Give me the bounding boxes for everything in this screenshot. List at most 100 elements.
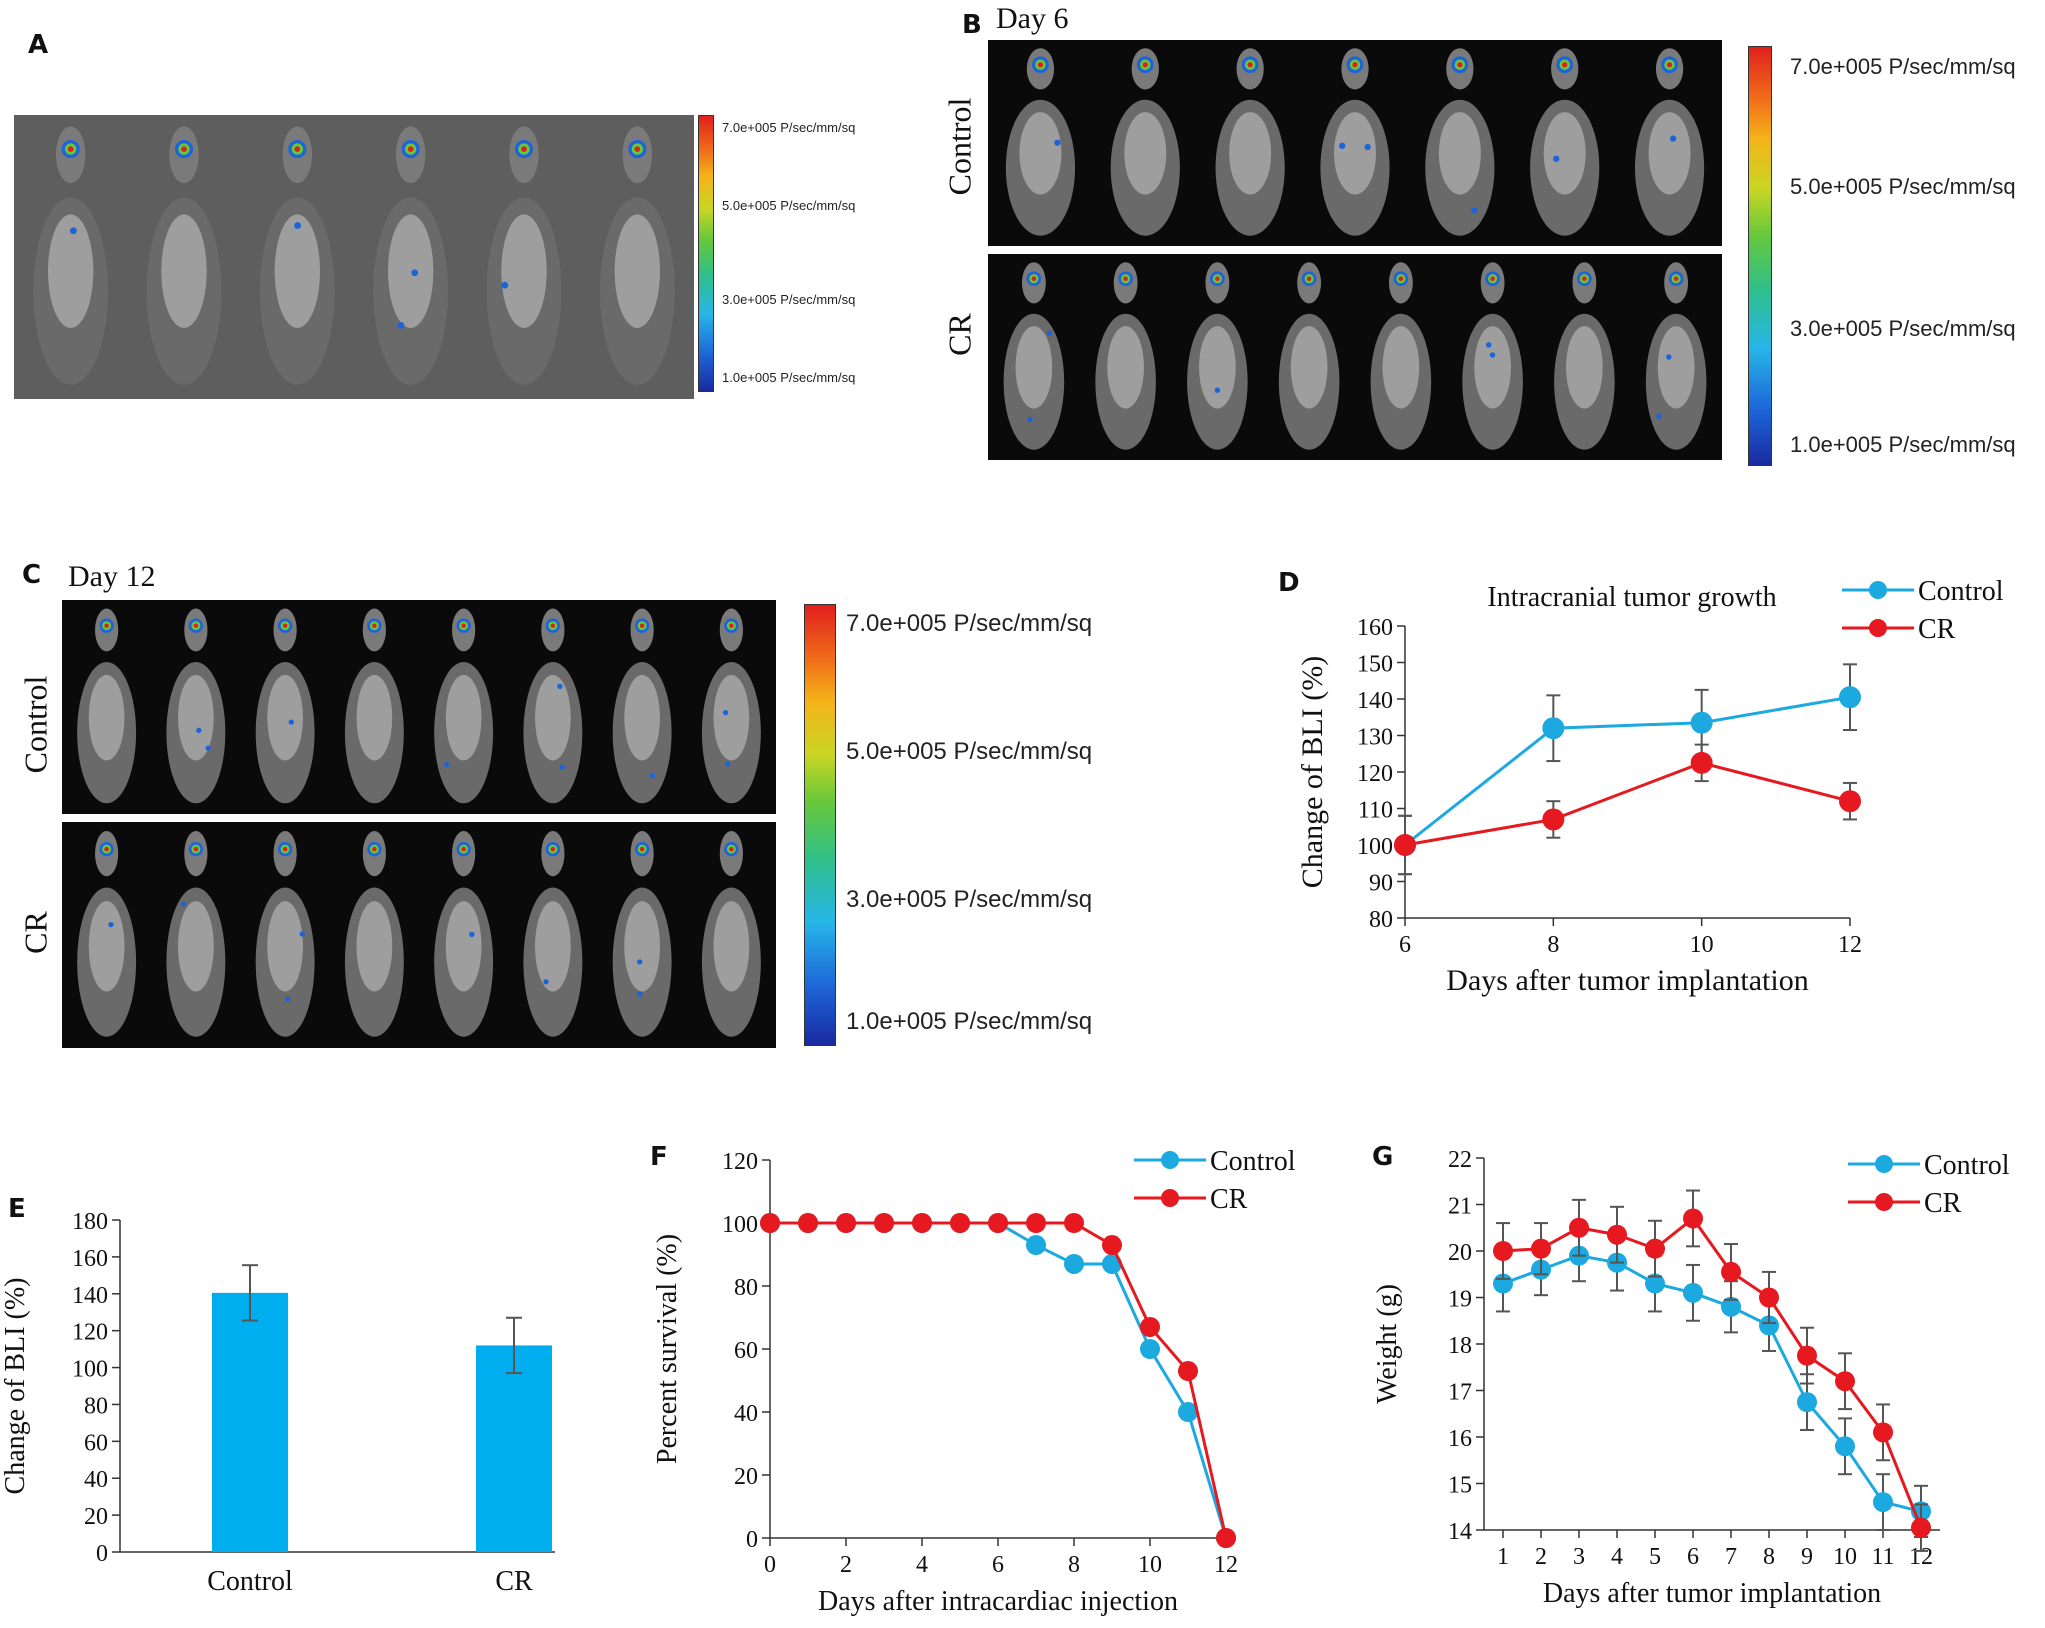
signal-core [1352,62,1358,68]
mouse-belly [1438,112,1481,195]
signal-spot [108,921,114,928]
signal-core [729,623,734,628]
colorbar-a-tick-3: 3.0e+005 P/sec/mm/sq [722,292,856,307]
x-tick-label: 4 [1611,1544,1623,1570]
panel-label-b: B [962,10,982,40]
x-axis-title: Days after tumor implantation [1543,1578,1881,1609]
mouse-belly [1657,326,1695,409]
data-point [1759,1315,1779,1336]
x-tick-label: 11 [1871,1544,1894,1570]
colorbar-b-tick-5: 5.0e+005 P/sec/mm/sq [1790,174,2016,199]
signal-core [1037,62,1044,68]
legend-marker [1869,581,1887,599]
signal-core [407,146,414,152]
series-line [1404,761,1851,847]
signal-core [729,846,734,852]
x-tick-label: 6 [1399,932,1411,958]
legend-marker [1875,1155,1893,1173]
signal-spot [637,959,643,965]
mouse-belly [1107,326,1144,409]
mouse-belly [388,214,434,328]
y-axis-title: Change of BLI (%) [0,1278,31,1495]
data-point [1140,1339,1160,1359]
data-point [950,1213,970,1233]
chart-d-tumor-growth: 80 90 100 110 120 130 140 150 160 6 8 10 12 Days afte… [1296,576,2004,997]
signal-spot [637,991,643,997]
data-point [1683,1282,1703,1303]
mouse-belly [356,901,393,992]
data-point [1064,1253,1084,1274]
x-tick-label: 4 [916,1552,928,1578]
legend-marker [1161,1151,1179,1169]
colorbar-c-tick-7: 7.0e+005 P/sec/mm/sq [846,610,1093,637]
signal-spot [1364,143,1371,151]
signal-core [104,846,109,852]
data-point [1797,1392,1817,1413]
x-tick-label: 2 [1535,1544,1547,1570]
data-point [1683,1208,1703,1229]
signal-spot [722,709,729,716]
y-tick-label: 20 [734,1464,758,1490]
data-point [1645,1273,1665,1294]
mouse-belly [267,674,303,761]
y-tick-label: 19 [1448,1287,1472,1313]
bar [476,1345,552,1552]
data-point [1607,1224,1627,1245]
signal-core [67,146,74,152]
signal-spot [444,761,450,768]
y-tick-label: 160 [1357,615,1393,641]
series-line [770,1221,1228,1539]
mouse-belly [1229,112,1272,195]
mouse-belly [624,901,660,992]
colorbar-c-tick-5: 5.0e+005 P/sec/mm/sq [846,738,1093,765]
legend-label: CR [1918,614,1956,645]
y-tick-label: 120 [72,1320,108,1346]
x-tick-label: 3 [1573,1544,1585,1570]
mouse-belly [1290,326,1328,409]
data-point [1839,790,1861,813]
data-point [1721,1296,1741,1317]
y-tick-label: 18 [1448,1333,1472,1359]
signal-core [461,623,466,628]
y-tick-label: 15 [1448,1473,1472,1499]
panel-b-day: Day 6 [996,2,1069,35]
data-point [1026,1213,1046,1233]
chart-title: Intracranial tumor growth [1487,582,1776,613]
signal-spot [557,683,563,690]
signal-spot [284,996,291,1002]
y-tick-label: 80 [84,1393,108,1419]
legend-label: CR [1210,1184,1248,1215]
x-tick-label: 2 [840,1552,852,1578]
panel-b-control-image [988,40,1722,246]
panel-label-d: D [1278,568,1300,598]
x-tick-label: 5 [1649,1544,1661,1570]
mouse-belly [178,901,214,992]
data-point [874,1213,894,1233]
y-tick-label: 80 [734,1275,758,1301]
signal-core [639,623,645,628]
signal-spot [411,269,419,277]
series-line [770,1221,1228,1539]
colorbar-a-tick-5: 5.0e+005 P/sec/mm/sq [722,198,856,213]
mice-photo [33,126,675,385]
data-point [1797,1345,1817,1366]
signal-core [181,146,187,152]
data-point [1531,1238,1551,1259]
signal-spot [299,931,305,937]
data-point [1839,686,1861,709]
signal-spot [1486,342,1492,348]
signal-core [1123,276,1128,282]
signal-core [372,623,377,628]
mouse-belly [356,674,393,761]
data-point [1026,1235,1046,1256]
panel-label-c: C [22,560,42,590]
signal-core [282,623,288,628]
y-tick-label: 40 [734,1401,758,1427]
y-tick-label: 140 [72,1283,108,1309]
y-tick-label: 40 [84,1467,108,1493]
signal-core [1666,62,1673,68]
mouse-belly [88,901,125,992]
signal-spot [543,979,549,985]
data-point [1835,1436,1855,1457]
mouse-belly [274,214,321,328]
